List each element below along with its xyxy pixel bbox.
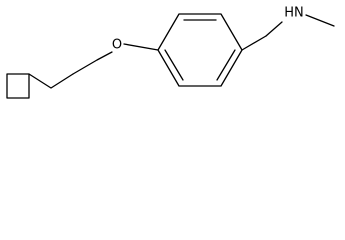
atom-label: O <box>112 38 122 53</box>
double-bond <box>164 49 184 81</box>
atom-label: HN <box>284 6 304 21</box>
structure-diagram: O HN <box>6 6 335 99</box>
cyclobutane-ring <box>6 73 30 99</box>
bond <box>28 73 74 89</box>
double-bond <box>216 49 236 81</box>
bond <box>265 21 283 37</box>
benzene-ring <box>157 13 243 87</box>
bond <box>123 43 159 51</box>
bond <box>305 14 335 27</box>
bond <box>72 51 113 75</box>
page: {"atoms": {"oxygen": "O", "amine": "HN"}… <box>0 0 345 111</box>
bond <box>241 35 267 51</box>
